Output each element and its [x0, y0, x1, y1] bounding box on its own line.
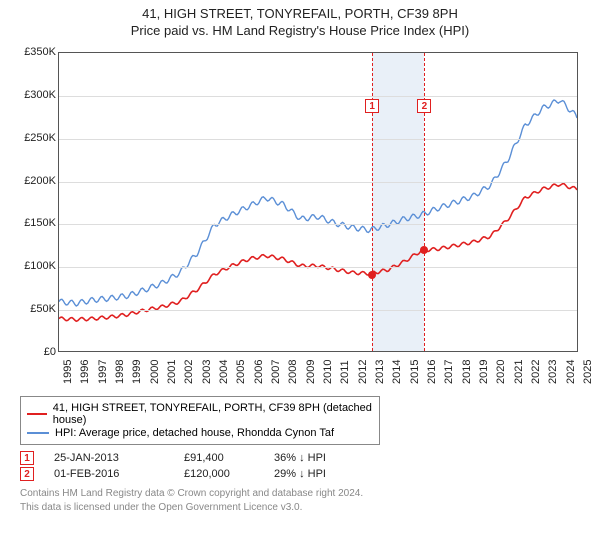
y-gridline [59, 224, 577, 225]
x-axis-label: 2013 [374, 360, 386, 384]
chart-legend: 41, HIGH STREET, TONYREFAIL, PORTH, CF39… [20, 396, 380, 445]
chart-footer: Contains HM Land Registry data © Crown c… [20, 487, 600, 514]
event-row: 1 25-JAN-2013 £91,400 36% ↓ HPI [20, 451, 600, 465]
y-axis-label: £0 [44, 346, 56, 358]
event-row: 2 01-FEB-2016 £120,000 29% ↓ HPI [20, 467, 600, 481]
x-axis-label: 2009 [305, 360, 317, 384]
chart-lines-svg [59, 53, 577, 351]
x-axis-label: 1996 [79, 360, 91, 384]
x-axis-label: 2016 [426, 360, 438, 384]
chart-container: 12 £0£50K£100K£150K£200K£250K£300K£350K1… [10, 44, 590, 394]
x-axis-label: 2010 [322, 360, 334, 384]
x-axis-label: 1995 [62, 360, 74, 384]
legend-swatch [27, 413, 47, 415]
y-axis-label: £300K [24, 89, 56, 101]
event-price: £120,000 [184, 468, 254, 480]
x-axis-label: 2004 [218, 360, 230, 384]
event-marker-box: 1 [20, 451, 34, 465]
event-box-1: 1 [365, 99, 379, 113]
x-axis-label: 2017 [443, 360, 455, 384]
x-axis-label: 2014 [391, 360, 403, 384]
x-axis-label: 2025 [582, 360, 594, 384]
event-delta: 36% ↓ HPI [274, 452, 344, 464]
event-date: 01-FEB-2016 [54, 468, 164, 480]
x-axis-label: 2002 [183, 360, 195, 384]
legend-swatch [27, 432, 49, 434]
event-box-2: 2 [417, 99, 431, 113]
event-delta: 29% ↓ HPI [274, 468, 344, 480]
series-line-hpi [59, 100, 577, 306]
x-axis-label: 2022 [530, 360, 542, 384]
y-gridline [59, 267, 577, 268]
footer-line1: Contains HM Land Registry data © Crown c… [20, 487, 600, 501]
y-axis-label: £150K [24, 217, 56, 229]
y-gridline [59, 310, 577, 311]
x-axis-label: 2023 [547, 360, 559, 384]
x-axis-label: 2024 [565, 360, 577, 384]
footer-line2: This data is licensed under the Open Gov… [20, 501, 600, 515]
x-axis-label: 2011 [339, 360, 351, 384]
events-table: 1 25-JAN-2013 £91,400 36% ↓ HPI 2 01-FEB… [20, 451, 600, 481]
event-date: 25-JAN-2013 [54, 452, 164, 464]
x-axis-label: 2007 [270, 360, 282, 384]
chart-title-block: 41, HIGH STREET, TONYREFAIL, PORTH, CF39… [0, 0, 600, 40]
x-axis-label: 2006 [253, 360, 265, 384]
legend-row: 41, HIGH STREET, TONYREFAIL, PORTH, CF39… [27, 402, 373, 426]
highlight-band [372, 53, 424, 351]
y-gridline [59, 182, 577, 183]
y-gridline [59, 96, 577, 97]
chart-title-line2: Price paid vs. HM Land Registry's House … [0, 23, 600, 38]
event-dot-2 [420, 246, 428, 254]
x-axis-label: 2003 [201, 360, 213, 384]
x-axis-label: 1997 [97, 360, 109, 384]
legend-label: HPI: Average price, detached house, Rhon… [55, 427, 334, 439]
event-price: £91,400 [184, 452, 254, 464]
event-vline [424, 53, 425, 351]
y-axis-label: £250K [24, 132, 56, 144]
x-axis-label: 2005 [235, 360, 247, 384]
event-marker-box: 2 [20, 467, 34, 481]
series-line-price_paid [59, 184, 577, 321]
x-axis-label: 2015 [409, 360, 421, 384]
x-axis-label: 2008 [287, 360, 299, 384]
x-axis-label: 2001 [166, 360, 178, 384]
event-dot-1 [368, 271, 376, 279]
y-axis-label: £350K [24, 46, 56, 58]
legend-row: HPI: Average price, detached house, Rhon… [27, 427, 373, 439]
chart-title-line1: 41, HIGH STREET, TONYREFAIL, PORTH, CF39… [0, 6, 600, 21]
x-axis-label: 2021 [513, 360, 525, 384]
x-axis-label: 2020 [495, 360, 507, 384]
x-axis-label: 2018 [461, 360, 473, 384]
event-vline [372, 53, 373, 351]
x-axis-label: 1998 [114, 360, 126, 384]
x-axis-label: 2012 [357, 360, 369, 384]
legend-label: 41, HIGH STREET, TONYREFAIL, PORTH, CF39… [53, 402, 373, 426]
plot-area: 12 [58, 52, 578, 352]
y-gridline [59, 139, 577, 140]
y-axis-label: £100K [24, 260, 56, 272]
x-axis-label: 1999 [131, 360, 143, 384]
y-axis-label: £200K [24, 175, 56, 187]
x-axis-label: 2019 [478, 360, 490, 384]
y-axis-label: £50K [30, 303, 56, 315]
x-axis-label: 2000 [149, 360, 161, 384]
